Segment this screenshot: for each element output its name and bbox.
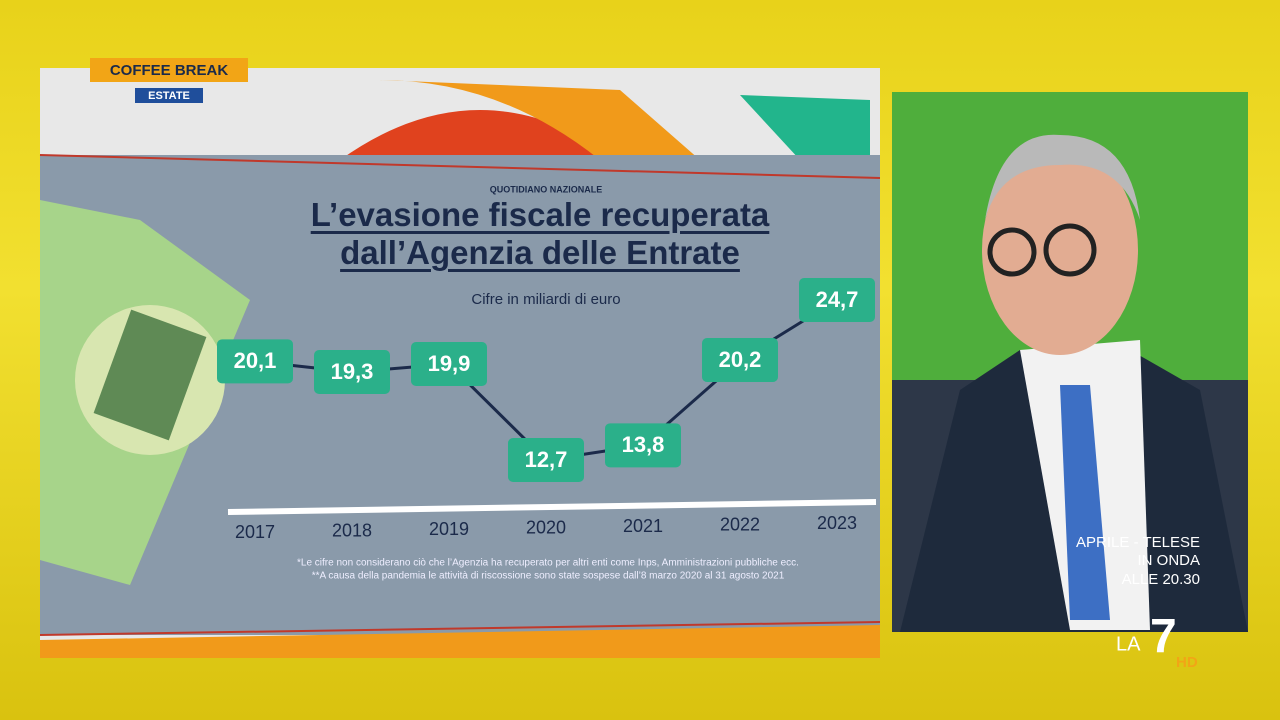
x-tick-label: 2021 — [623, 516, 663, 536]
x-tick-label: 2018 — [332, 520, 372, 540]
show-name: COFFEE BREAK — [110, 62, 229, 79]
edition: ESTATE — [148, 90, 190, 102]
logo-hd: HD — [1176, 654, 1198, 671]
value-box — [799, 278, 875, 322]
value-label: 20,2 — [719, 347, 762, 372]
decor — [740, 95, 870, 160]
logo: LA — [1116, 633, 1141, 655]
decor — [380, 80, 700, 160]
baseline — [227, 499, 877, 515]
decor — [40, 625, 880, 658]
video — [892, 92, 1248, 632]
value-label: 19,9 — [428, 351, 471, 376]
value-label: 12,7 — [525, 447, 568, 472]
show-badge — [90, 58, 248, 82]
promo: ALLE 20.30 — [1122, 571, 1200, 588]
promo: APRILE - TELESE — [1076, 534, 1200, 551]
plot: 20,1 2017 19,3 2018 19,9 2019 12,7 2020 13,8 2021… — [217, 278, 875, 542]
x-tick-label: 2020 — [526, 517, 566, 537]
value-label: 20,1 — [234, 348, 277, 373]
chart-title: L’evasione fiscale recuperata dall’Agenz… — [310, 196, 770, 271]
logo-number: 7 — [1150, 611, 1177, 664]
x-tick-label: 2023 — [817, 513, 857, 533]
x-tick-label: 2019 — [429, 519, 469, 539]
value-box — [702, 338, 778, 382]
rule — [39, 621, 881, 636]
x-tick-label: 2017 — [235, 522, 275, 542]
edition-badge — [135, 88, 203, 103]
value-label: 24,7 — [816, 287, 859, 312]
note: *Le cifre non considerano ciò che l’Agen… — [297, 558, 799, 569]
value-label: 13,8 — [622, 432, 665, 457]
rule — [39, 154, 881, 179]
promo: IN ONDA — [1137, 552, 1200, 569]
value-box — [314, 350, 390, 394]
value-label: 19,3 — [331, 359, 374, 384]
note: **A causa della pandemia le attività di … — [312, 571, 785, 582]
banknote — [40, 200, 250, 585]
source: QUOTIDIANO NAZIONALE — [490, 184, 603, 194]
value-box — [217, 339, 293, 384]
value-box — [508, 438, 584, 482]
value-box — [411, 342, 487, 386]
x-tick-label: 2022 — [720, 514, 760, 534]
subtitle: Cifre in miliardi di euro — [471, 291, 620, 308]
value-box — [605, 423, 681, 468]
